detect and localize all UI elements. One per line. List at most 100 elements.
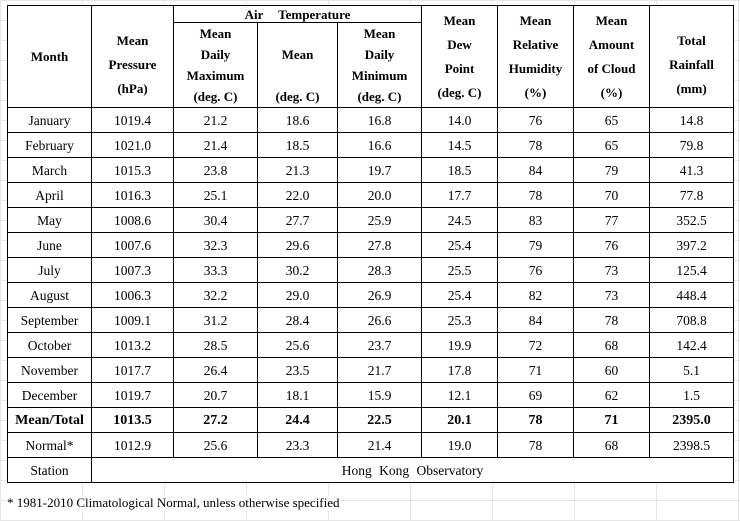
table-cell: 1013.2 bbox=[91, 332, 174, 358]
table-cell: 26.6 bbox=[337, 307, 422, 333]
table-row: January 1019.4 21.2 18.6 16.8 14.0 76 65 14.8 bbox=[7, 107, 734, 133]
month-cell: January bbox=[7, 107, 92, 133]
table-cell: 76 bbox=[497, 257, 574, 283]
table-cell: 23.8 bbox=[173, 157, 258, 183]
table-row: August 1006.3 32.2 29.0 26.9 25.4 82 73 448.4 bbox=[7, 282, 734, 308]
table-cell: 25.1 bbox=[173, 182, 258, 208]
table-cell: 32.2 bbox=[173, 282, 258, 308]
table-cell: 18.6 bbox=[257, 107, 338, 133]
table-cell: 41.3 bbox=[649, 157, 734, 183]
table-cell: 21.7 bbox=[337, 357, 422, 383]
table-cell: 27.2 bbox=[173, 407, 258, 433]
table-cell: 14.8 bbox=[649, 107, 734, 133]
table-cell: 1021.0 bbox=[91, 132, 174, 158]
table-cell: 5.1 bbox=[649, 357, 734, 383]
table-cell: 30.2 bbox=[257, 257, 338, 283]
table-cell: 69 bbox=[497, 382, 574, 408]
table-cell: 71 bbox=[497, 357, 574, 383]
table-cell: 21.2 bbox=[173, 107, 258, 133]
table-cell: 708.8 bbox=[649, 307, 734, 333]
table-cell: 20.1 bbox=[421, 407, 498, 433]
table-cell: 2395.0 bbox=[649, 407, 734, 433]
month-cell: December bbox=[7, 382, 92, 408]
normal-label: Normal* bbox=[7, 432, 92, 458]
table-cell: 23.7 bbox=[337, 332, 422, 358]
table-cell: 1013.5 bbox=[91, 407, 174, 433]
table-cell: 83 bbox=[497, 207, 574, 233]
footnote: * 1981-2010 Climatological Normal, unles… bbox=[7, 495, 340, 511]
table-cell: 352.5 bbox=[649, 207, 734, 233]
table-cell: 1007.6 bbox=[91, 232, 174, 258]
header-air-temperature: Air Temperature bbox=[173, 5, 422, 23]
month-cell: February bbox=[7, 132, 92, 158]
table-cell: 82 bbox=[497, 282, 574, 308]
table-cell: 26.4 bbox=[173, 357, 258, 383]
table-cell: 14.0 bbox=[421, 107, 498, 133]
header-total-rainfall: Total Rainfall (mm) bbox=[649, 5, 734, 108]
table-cell: 1017.7 bbox=[91, 357, 174, 383]
table-cell: 31.2 bbox=[173, 307, 258, 333]
month-cell: October bbox=[7, 332, 92, 358]
header-pressure: Mean Pressure (hPa) bbox=[91, 5, 174, 108]
table-cell: 78 bbox=[497, 432, 574, 458]
station-label: Station bbox=[7, 457, 92, 483]
table-cell: 73 bbox=[573, 257, 650, 283]
header-month: Month bbox=[7, 5, 92, 108]
table-cell: 30.4 bbox=[173, 207, 258, 233]
total-row: Mean/Total 1013.5 27.2 24.4 22.5 20.1 78 71 2395… bbox=[7, 407, 734, 433]
table-cell: 16.6 bbox=[337, 132, 422, 158]
table-row: February 1021.0 21.4 18.5 16.6 14.5 78 65 79.8 bbox=[7, 132, 734, 158]
table-cell: 17.7 bbox=[421, 182, 498, 208]
table-cell: 142.4 bbox=[649, 332, 734, 358]
table-cell: 77.8 bbox=[649, 182, 734, 208]
table-cell: 60 bbox=[573, 357, 650, 383]
table-cell: 25.5 bbox=[421, 257, 498, 283]
table-cell: 1007.3 bbox=[91, 257, 174, 283]
table-cell: 28.3 bbox=[337, 257, 422, 283]
table-cell: 19.7 bbox=[337, 157, 422, 183]
table-cell: 32.3 bbox=[173, 232, 258, 258]
table-cell: 125.4 bbox=[649, 257, 734, 283]
table-cell: 448.4 bbox=[649, 282, 734, 308]
month-cell: August bbox=[7, 282, 92, 308]
table-cell: 25.4 bbox=[421, 282, 498, 308]
table-cell: 1015.3 bbox=[91, 157, 174, 183]
month-cell: May bbox=[7, 207, 92, 233]
table-cell: 78 bbox=[497, 182, 574, 208]
table-cell: 25.6 bbox=[257, 332, 338, 358]
table-cell: 65 bbox=[573, 132, 650, 158]
table-cell: 25.6 bbox=[173, 432, 258, 458]
table-row: October 1013.2 28.5 25.6 23.7 19.9 72 68 142.4 bbox=[7, 332, 734, 358]
table-cell: 22.5 bbox=[337, 407, 422, 433]
table-cell: 78 bbox=[573, 307, 650, 333]
table-cell: 20.0 bbox=[337, 182, 422, 208]
table-cell: 19.0 bbox=[421, 432, 498, 458]
table-cell: 26.9 bbox=[337, 282, 422, 308]
table-cell: 23.3 bbox=[257, 432, 338, 458]
table-cell: 24.4 bbox=[257, 407, 338, 433]
station-value: Hong Kong Observatory bbox=[91, 457, 734, 483]
table-row: September 1009.1 31.2 28.4 26.6 25.3 84 78 708.8 bbox=[7, 307, 734, 333]
table-cell: 27.7 bbox=[257, 207, 338, 233]
table-cell: 73 bbox=[573, 282, 650, 308]
table-cell: 68 bbox=[573, 332, 650, 358]
table-cell: 20.7 bbox=[173, 382, 258, 408]
table-row: November 1017.7 26.4 23.5 21.7 17.8 71 60 5.1 bbox=[7, 357, 734, 383]
table-row: June 1007.6 32.3 29.6 27.8 25.4 79 76 397.2 bbox=[7, 232, 734, 258]
table-cell: 77 bbox=[573, 207, 650, 233]
table-cell: 79 bbox=[573, 157, 650, 183]
table-cell: 18.1 bbox=[257, 382, 338, 408]
table-cell: 25.4 bbox=[421, 232, 498, 258]
table-cell: 1009.1 bbox=[91, 307, 174, 333]
header-mean-daily-minimum: Mean Daily Minimum (deg. C) bbox=[337, 22, 422, 108]
month-cell: April bbox=[7, 182, 92, 208]
table-cell: 1019.7 bbox=[91, 382, 174, 408]
table-cell: 2398.5 bbox=[649, 432, 734, 458]
month-cell: June bbox=[7, 232, 92, 258]
table-cell: 79.8 bbox=[649, 132, 734, 158]
table-cell: 33.3 bbox=[173, 257, 258, 283]
month-cell: July bbox=[7, 257, 92, 283]
table-cell: 19.9 bbox=[421, 332, 498, 358]
table-cell: 25.3 bbox=[421, 307, 498, 333]
table-cell: 28.4 bbox=[257, 307, 338, 333]
